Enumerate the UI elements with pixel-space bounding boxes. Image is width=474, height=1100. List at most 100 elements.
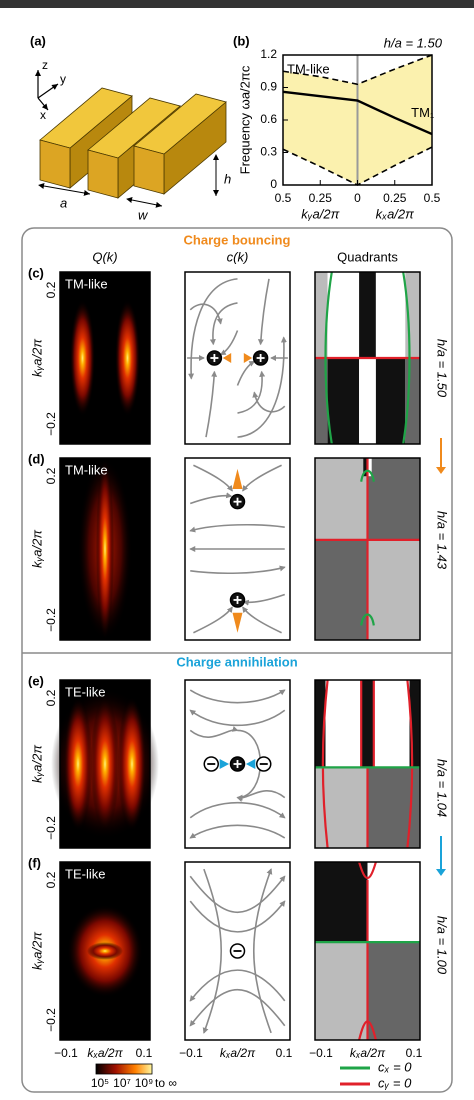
top-bar	[0, 0, 474, 8]
y-tick-label: 1.2	[260, 47, 277, 61]
x-tick-label: 0.1	[406, 1046, 423, 1060]
transition-arrowhead	[436, 869, 446, 876]
cy-zero-line	[358, 1020, 377, 1041]
x-tick-label: −0.1	[309, 1046, 333, 1060]
axis-label: y	[60, 72, 66, 86]
legend-label: cᵧ = 0	[378, 1075, 412, 1090]
charge-motion-arrow	[232, 468, 243, 489]
charge-motion-arrow	[219, 759, 230, 769]
quadrant	[315, 942, 368, 1040]
field-line	[219, 330, 239, 356]
field-line	[252, 868, 273, 1034]
cy-zero-line	[358, 861, 377, 880]
panel-label: (b)	[233, 33, 250, 48]
heat-spot	[96, 458, 114, 640]
section-heading: Charge bouncing	[184, 232, 291, 247]
axis-arrow	[37, 97, 49, 111]
field-line	[257, 278, 270, 346]
heatmap-frame	[59, 679, 151, 849]
charge-motion-arrow	[232, 612, 243, 633]
field-line	[193, 606, 233, 634]
heat-spot	[63, 696, 93, 832]
quadrant	[375, 272, 406, 358]
x-tick-label: 0	[354, 191, 361, 205]
quadrant	[363, 458, 368, 477]
y-axis-label: kᵧa/2π	[29, 745, 44, 783]
quadrant	[327, 272, 360, 358]
field-line	[189, 900, 286, 933]
quadrant	[367, 539, 420, 640]
colorbar-label: 10⁵	[91, 1076, 109, 1090]
x-tick-label: 0.25	[383, 191, 407, 205]
quadrant	[367, 458, 420, 540]
charge-motion-arrow	[222, 353, 232, 363]
series-label: TM₁	[411, 105, 435, 120]
quadrant	[315, 539, 368, 640]
quadrant	[315, 862, 368, 943]
y-tick-label: −0.2	[44, 816, 58, 840]
y-tick-label: −0.2	[44, 1008, 58, 1032]
axis-label: x	[40, 108, 46, 122]
heatmap-frame	[59, 271, 151, 445]
column-title: Q(k)	[92, 249, 117, 264]
field-line	[209, 302, 238, 346]
quadrant	[315, 680, 326, 768]
field-line	[189, 824, 286, 839]
panel-label: (d)	[28, 451, 45, 466]
quadrant	[327, 358, 360, 444]
x-tick-label: 0.5	[424, 191, 441, 205]
field-line	[189, 726, 239, 738]
dimension-label: w	[138, 207, 149, 222]
colorbar	[95, 1063, 153, 1075]
charge-motion-arrow	[245, 759, 256, 769]
cx-zero-line	[324, 271, 333, 445]
dimension-label: h	[224, 171, 231, 186]
quadrant	[375, 358, 406, 444]
cx-zero-line	[360, 469, 375, 482]
field-line	[236, 360, 256, 386]
quadrant-frame	[314, 271, 421, 445]
heatmap-frame	[59, 457, 151, 641]
series-line	[282, 54, 433, 86]
x-axis-label: kₓa/2π	[376, 206, 415, 221]
quadrant	[367, 862, 420, 943]
x-tick-label: −0.1	[54, 1046, 78, 1060]
chart-title: h/a = 1.50	[384, 35, 443, 50]
field-line	[193, 464, 233, 492]
y-tick-label: 0.2	[44, 467, 58, 484]
quadrant	[315, 358, 328, 444]
field-line	[189, 709, 286, 727]
heat-spot	[114, 299, 141, 417]
cx-zero-line	[360, 613, 375, 626]
field-line	[189, 523, 285, 533]
field-line	[188, 278, 238, 380]
y-axis-label: kᵧa/2π	[29, 530, 44, 568]
quadrant-frame	[314, 679, 421, 849]
field-line	[189, 689, 286, 704]
quadrant	[325, 680, 362, 768]
y-axis-label: Frequency ωa/2πc	[237, 65, 252, 174]
quadrant	[315, 458, 368, 540]
quadrant	[373, 680, 410, 768]
field-line	[189, 492, 233, 505]
field-line	[242, 606, 282, 634]
x-axis-label: kₓa/2π	[220, 1046, 256, 1060]
panel-label: (a)	[30, 33, 46, 48]
y-tick-label: 0	[270, 177, 277, 191]
field-line	[205, 370, 218, 438]
dimension-arrow	[38, 183, 91, 196]
bar-front	[133, 145, 165, 195]
quadrant	[361, 680, 374, 768]
heat-spot	[90, 696, 120, 832]
field-line	[189, 969, 286, 1002]
dimension-arrow	[126, 197, 163, 208]
y-axis-label: kᵧa/2π	[29, 932, 44, 970]
heat-spot	[87, 942, 123, 960]
quadrant	[367, 942, 420, 1040]
series-line	[282, 90, 433, 136]
quadrant-frame	[314, 861, 421, 1041]
quadrant	[315, 272, 328, 358]
colorbar-label: to ∞	[155, 1076, 177, 1090]
field-line	[189, 875, 286, 914]
